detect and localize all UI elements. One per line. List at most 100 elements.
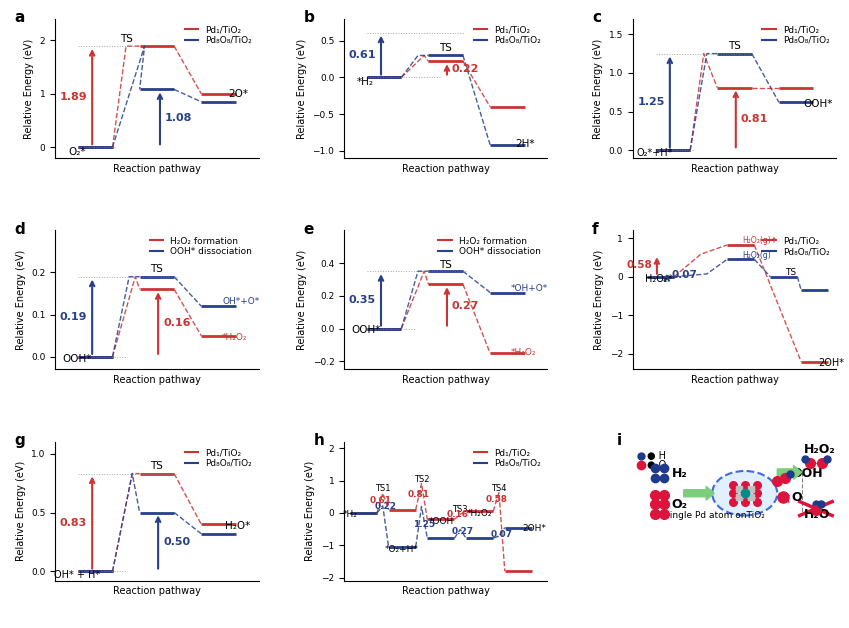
Y-axis label: Relative Energy (eV): Relative Energy (eV)	[594, 250, 604, 350]
Text: OH*+O*: OH*+O*	[222, 297, 260, 306]
Text: 0.58: 0.58	[627, 261, 652, 271]
Text: 2H*: 2H*	[514, 139, 534, 149]
Circle shape	[712, 471, 778, 516]
Y-axis label: Relative Energy (eV): Relative Energy (eV)	[15, 250, 25, 350]
Text: OOH*: OOH*	[62, 354, 92, 364]
Text: i: i	[616, 433, 621, 448]
Text: OOH: OOH	[791, 467, 824, 480]
Text: 0.22: 0.22	[374, 502, 396, 511]
Text: f: f	[593, 222, 599, 237]
Text: 0.61: 0.61	[349, 50, 376, 60]
Text: 0.07: 0.07	[672, 270, 698, 280]
Text: TS: TS	[439, 43, 453, 53]
Text: 1.25: 1.25	[413, 520, 435, 529]
Text: 0.22: 0.22	[452, 64, 480, 74]
Text: *H₂O₂: *H₂O₂	[222, 333, 248, 342]
X-axis label: Reaction pathway: Reaction pathway	[402, 587, 490, 597]
Text: TS: TS	[150, 461, 163, 471]
Text: TS4: TS4	[492, 484, 507, 492]
Y-axis label: Relative Energy (eV): Relative Energy (eV)	[15, 461, 25, 561]
Text: 2OH*: 2OH*	[818, 357, 844, 367]
Text: Single Pd atom onTiO₂: Single Pd atom onTiO₂	[664, 511, 765, 520]
Legend: H₂O₂ formation, OOH* dissociation: H₂O₂ formation, OOH* dissociation	[148, 235, 254, 258]
Text: 0.27: 0.27	[452, 301, 480, 311]
Text: 0.83: 0.83	[60, 517, 87, 528]
Text: 0.61: 0.61	[369, 496, 391, 505]
Y-axis label: Relative Energy (eV): Relative Energy (eV)	[24, 38, 34, 139]
Legend: Pd₁/TiO₂, Pd₈O₈/TiO₂: Pd₁/TiO₂, Pd₈O₈/TiO₂	[761, 235, 832, 258]
Text: 1.08: 1.08	[165, 114, 192, 123]
Text: ✕: ✕	[779, 493, 791, 507]
Text: 0.19: 0.19	[59, 311, 87, 322]
Legend: Pd₁/TiO₂, Pd₈O₈/TiO₂: Pd₁/TiO₂, Pd₈O₈/TiO₂	[183, 23, 254, 46]
Y-axis label: Relative Energy (eV): Relative Energy (eV)	[297, 250, 307, 350]
Text: TS3: TS3	[453, 506, 468, 514]
Text: H₂O: H₂O	[804, 508, 830, 521]
Text: *H₂O₂: *H₂O₂	[467, 509, 492, 518]
Text: ● O: ● O	[647, 460, 666, 470]
Text: 0.16: 0.16	[163, 318, 190, 328]
Text: 2O*: 2O*	[228, 90, 248, 99]
Legend: Pd₁/TiO₂, Pd₈O₈/TiO₂: Pd₁/TiO₂, Pd₈O₈/TiO₂	[183, 447, 254, 470]
Y-axis label: Relative Energy (eV): Relative Energy (eV)	[593, 38, 603, 139]
Text: ● H: ● H	[647, 451, 666, 461]
Text: H₂O₂(g): H₂O₂(g)	[742, 251, 771, 260]
Text: c: c	[593, 11, 601, 26]
X-axis label: Reaction pathway: Reaction pathway	[690, 163, 779, 173]
FancyArrow shape	[683, 486, 714, 501]
Text: 0.81: 0.81	[408, 490, 430, 499]
Text: 0.07: 0.07	[491, 530, 513, 539]
Text: 0.50: 0.50	[163, 537, 190, 547]
Text: e: e	[303, 222, 314, 237]
Y-axis label: Relative Energy (eV): Relative Energy (eV)	[297, 38, 306, 139]
Text: TS1: TS1	[375, 484, 391, 493]
Text: 0.27: 0.27	[452, 527, 474, 536]
Text: *H₂O₂: *H₂O₂	[511, 348, 537, 357]
X-axis label: Reaction pathway: Reaction pathway	[402, 375, 490, 385]
Text: 1.25: 1.25	[638, 97, 665, 107]
Text: H₂O₂: H₂O₂	[804, 443, 835, 456]
FancyArrow shape	[778, 465, 801, 479]
Text: *H₂: *H₂	[357, 77, 374, 87]
Text: *H₂: *H₂	[342, 510, 357, 519]
Text: TS: TS	[150, 264, 163, 274]
Text: TS: TS	[120, 35, 132, 45]
Text: h: h	[313, 433, 324, 448]
Text: O₂*: O₂*	[68, 147, 86, 157]
Text: OH* + H*: OH* + H*	[53, 570, 100, 580]
Y-axis label: Relative Energy (eV): Relative Energy (eV)	[306, 461, 316, 561]
Text: O: O	[791, 491, 802, 504]
Text: 0.35: 0.35	[349, 295, 376, 305]
Text: b: b	[303, 11, 314, 26]
X-axis label: Reaction pathway: Reaction pathway	[402, 163, 490, 173]
Text: TS: TS	[439, 260, 453, 270]
Legend: Pd₁/TiO₂, Pd₈O₈/TiO₂: Pd₁/TiO₂, Pd₈O₈/TiO₂	[472, 447, 543, 470]
X-axis label: Reaction pathway: Reaction pathway	[113, 375, 201, 385]
Text: 1.89: 1.89	[59, 92, 87, 102]
Text: 0.58: 0.58	[486, 495, 508, 504]
Text: a: a	[14, 11, 25, 26]
Text: 0.81: 0.81	[740, 114, 768, 124]
Text: d: d	[14, 222, 25, 237]
Text: TS: TS	[785, 268, 796, 277]
Text: O₂*+H*: O₂*+H*	[636, 148, 672, 158]
X-axis label: Reaction pathway: Reaction pathway	[113, 163, 201, 173]
Legend: Pd₁/TiO₂, Pd₈O₈/TiO₂: Pd₁/TiO₂, Pd₈O₈/TiO₂	[761, 23, 832, 46]
Text: H₂: H₂	[672, 467, 687, 480]
X-axis label: Reaction pathway: Reaction pathway	[690, 375, 779, 385]
Text: *O₂+H*: *O₂+H*	[385, 544, 419, 554]
Text: *OH+O*: *OH+O*	[511, 284, 548, 293]
Text: TS2: TS2	[413, 475, 430, 484]
Text: H₂O₂*: H₂O₂*	[645, 274, 672, 284]
Text: OOH*: OOH*	[804, 99, 833, 109]
Text: H₂O₂(g)↑: H₂O₂(g)↑	[742, 237, 777, 246]
Text: H₂O*: H₂O*	[225, 521, 250, 531]
Text: g: g	[14, 433, 25, 448]
Text: *OOH: *OOH	[428, 517, 453, 526]
Text: TS: TS	[728, 41, 741, 51]
Text: OOH*: OOH*	[351, 325, 380, 335]
Text: O₂: O₂	[672, 498, 688, 511]
Text: 2OH*: 2OH*	[522, 524, 546, 533]
Legend: H₂O₂ formation, OOH* dissociation: H₂O₂ formation, OOH* dissociation	[436, 235, 543, 258]
Text: 0.16: 0.16	[447, 510, 469, 519]
